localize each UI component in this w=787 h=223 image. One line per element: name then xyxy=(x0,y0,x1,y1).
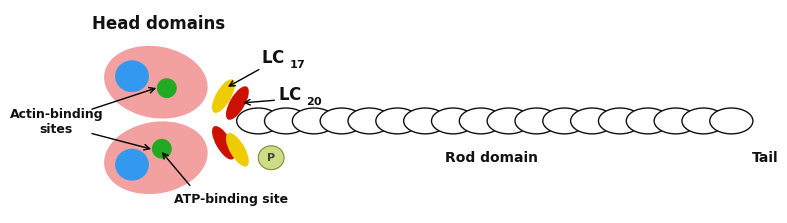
Ellipse shape xyxy=(626,108,670,134)
Ellipse shape xyxy=(598,108,641,134)
Text: $\mathbf{LC}$: $\mathbf{LC}$ xyxy=(261,49,285,67)
Ellipse shape xyxy=(515,108,558,134)
Ellipse shape xyxy=(264,108,308,134)
Ellipse shape xyxy=(212,79,235,113)
Ellipse shape xyxy=(292,108,335,134)
Ellipse shape xyxy=(348,108,391,134)
Ellipse shape xyxy=(104,46,208,119)
Ellipse shape xyxy=(682,108,725,134)
Ellipse shape xyxy=(237,108,280,134)
Text: $\mathbf{LC}$: $\mathbf{LC}$ xyxy=(278,86,302,104)
Ellipse shape xyxy=(104,121,208,194)
Text: Head domains: Head domains xyxy=(92,14,225,33)
Ellipse shape xyxy=(115,60,149,92)
Ellipse shape xyxy=(152,139,172,159)
Ellipse shape xyxy=(460,108,502,134)
Ellipse shape xyxy=(376,108,419,134)
Ellipse shape xyxy=(157,78,177,98)
Text: $\mathbf{20}$: $\mathbf{20}$ xyxy=(306,95,323,107)
Text: $\mathbf{17}$: $\mathbf{17}$ xyxy=(289,58,305,70)
Ellipse shape xyxy=(710,108,753,134)
Ellipse shape xyxy=(115,149,149,181)
Ellipse shape xyxy=(571,108,614,134)
Ellipse shape xyxy=(226,86,249,120)
Ellipse shape xyxy=(654,108,697,134)
Text: Actin-binding
sites: Actin-binding sites xyxy=(9,108,103,136)
Ellipse shape xyxy=(543,108,586,134)
Text: Rod domain: Rod domain xyxy=(445,151,538,165)
Ellipse shape xyxy=(487,108,530,134)
Ellipse shape xyxy=(258,146,284,170)
Text: ATP-binding site: ATP-binding site xyxy=(175,193,289,206)
Ellipse shape xyxy=(226,133,249,167)
Text: P: P xyxy=(267,153,275,163)
Ellipse shape xyxy=(404,108,447,134)
Text: Tail: Tail xyxy=(752,151,779,165)
Ellipse shape xyxy=(320,108,364,134)
Ellipse shape xyxy=(431,108,475,134)
Ellipse shape xyxy=(212,126,235,160)
